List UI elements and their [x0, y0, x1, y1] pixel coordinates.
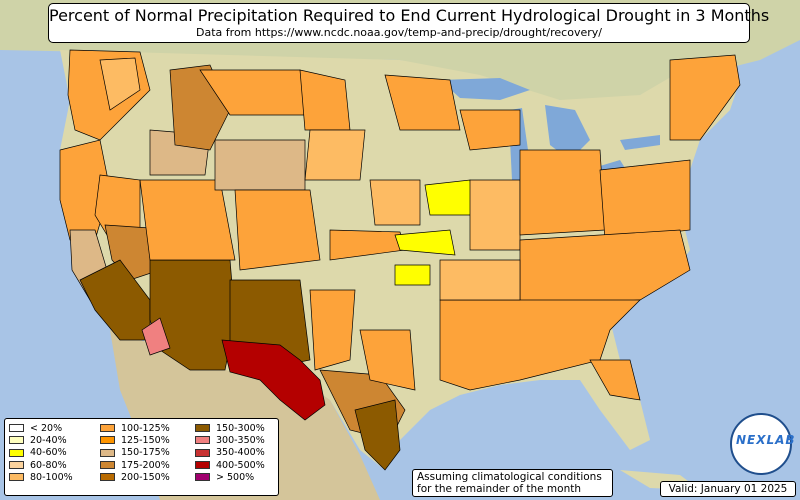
legend-swatch	[100, 473, 115, 482]
legend-label: 80-100%	[30, 471, 73, 483]
legend-label: 150-175%	[121, 447, 170, 459]
legend-swatch	[9, 473, 24, 482]
lake-ontario	[620, 135, 660, 150]
legend-column: < 20% 20-40% 40-60% 60-80% 80-100%	[9, 422, 73, 483]
legend-item: 20-40%	[9, 434, 73, 446]
legend-swatch	[100, 461, 115, 470]
legend-label: 200-150%	[121, 471, 170, 483]
legend-swatch	[100, 424, 115, 433]
legend-item: 400-500%	[195, 459, 265, 471]
note-line-2: for the remainder of the month	[417, 483, 582, 495]
legend-item: 200-150%	[100, 471, 170, 483]
drought-regions	[59, 49, 741, 471]
legend-item: 300-350%	[195, 434, 265, 446]
legend-swatch	[100, 436, 115, 445]
note-line-1: Assuming climatological conditions	[417, 471, 602, 483]
legend-column: 150-300% 300-350% 350-400% 400-500% > 500%	[195, 422, 265, 483]
legend-label: < 20%	[30, 422, 63, 434]
legend-swatch	[9, 461, 24, 470]
legend-item: 100-125%	[100, 422, 170, 434]
legend-item: 125-150%	[100, 434, 170, 446]
legend-swatch	[100, 448, 115, 457]
legend-label: 400-500%	[216, 459, 265, 471]
legend-swatch	[9, 436, 24, 445]
legend-column: 100-125% 125-150% 150-175% 175-200% 200-150%	[100, 422, 170, 483]
legend-label: 125-150%	[121, 434, 170, 446]
legend-label: 150-300%	[216, 422, 265, 434]
legend-item: 350-400%	[195, 447, 265, 459]
legend: < 20% 20-40% 40-60% 60-80% 80-100% 100-125% 1…	[4, 418, 279, 496]
assumption-note: Assuming climatological conditions for t…	[412, 469, 613, 497]
legend-swatch	[9, 448, 24, 457]
legend-label: > 500%	[216, 471, 255, 483]
map-title: Percent of Normal Precipitation Required…	[49, 6, 770, 25]
legend-swatch	[195, 461, 210, 470]
legend-label: 300-350%	[216, 434, 265, 446]
legend-label: 40-60%	[30, 447, 67, 459]
legend-item: 80-100%	[9, 471, 73, 483]
legend-swatch	[9, 424, 24, 433]
legend-item: 150-175%	[100, 447, 170, 459]
lake-huron	[545, 105, 590, 160]
legend-swatch	[195, 436, 210, 445]
legend-label: 100-125%	[121, 422, 170, 434]
map-subtitle: Data from https://www.ncdc.noaa.gov/temp…	[196, 26, 602, 39]
legend-label: 175-200%	[121, 459, 170, 471]
legend-label: 350-400%	[216, 447, 265, 459]
legend-item: 60-80%	[9, 459, 73, 471]
legend-item: > 500%	[195, 471, 265, 483]
legend-item: 40-60%	[9, 447, 73, 459]
lake-superior	[440, 78, 530, 100]
nexlab-logo: NEXLAB	[730, 413, 796, 475]
legend-swatch	[195, 448, 210, 457]
legend-swatch	[195, 473, 210, 482]
legend-item: 175-200%	[100, 459, 170, 471]
legend-item: < 20%	[9, 422, 73, 434]
title-box: Percent of Normal Precipitation Required…	[48, 3, 770, 43]
valid-date: Valid: January 01 2025	[660, 481, 796, 497]
legend-swatch	[195, 424, 210, 433]
legend-label: 20-40%	[30, 434, 67, 446]
legend-item: 150-300%	[195, 422, 265, 434]
legend-label: 60-80%	[30, 459, 67, 471]
logo-text: NEXLAB	[736, 433, 796, 447]
